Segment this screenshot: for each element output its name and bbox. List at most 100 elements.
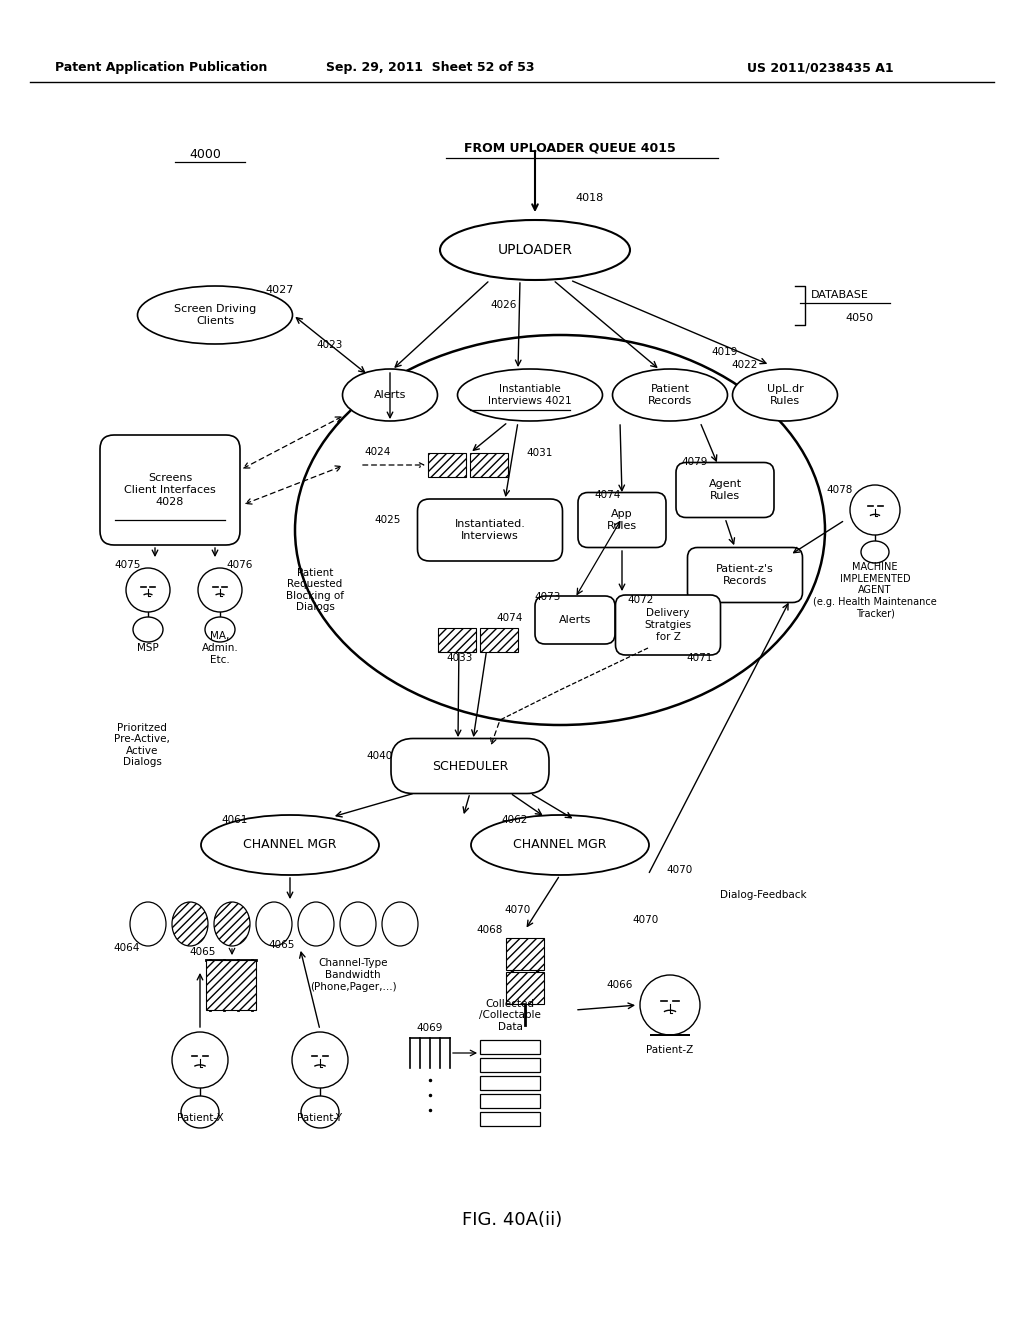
Text: 4033: 4033 [446,653,473,663]
Ellipse shape [298,902,334,946]
Text: 4076: 4076 [226,560,253,570]
Text: 4073: 4073 [535,591,561,602]
Ellipse shape [256,902,292,946]
Text: 4068: 4068 [477,925,503,935]
Text: 4075: 4075 [115,560,141,570]
FancyBboxPatch shape [480,628,518,652]
Text: MA,
Admin.
Etc.: MA, Admin. Etc. [202,631,239,664]
FancyBboxPatch shape [615,595,721,655]
Text: 4064: 4064 [114,942,140,953]
Text: MACHINE
IMPLEMENTED
AGENT
(e.g. Health Maintenance
Tracker): MACHINE IMPLEMENTED AGENT (e.g. Health M… [813,562,937,618]
Text: 4072: 4072 [628,595,654,605]
FancyBboxPatch shape [687,548,803,602]
Ellipse shape [214,902,250,946]
Text: UPLOADER: UPLOADER [498,243,572,257]
FancyBboxPatch shape [480,1059,540,1072]
Text: Collected
/Collectable
Data: Collected /Collectable Data [479,999,541,1032]
Ellipse shape [205,616,234,642]
Text: Alerts: Alerts [374,389,407,400]
Text: 4070: 4070 [633,915,659,925]
Text: 4071: 4071 [687,653,713,663]
Text: 4025: 4025 [375,515,401,525]
Text: 4031: 4031 [526,447,553,458]
Text: 4027: 4027 [266,285,294,294]
Text: Patient-z's
Records: Patient-z's Records [716,564,774,586]
Ellipse shape [340,902,376,946]
Text: Patient-Z: Patient-Z [646,1045,693,1055]
Text: Patient
Records: Patient Records [648,384,692,405]
Text: US 2011/0238435 A1: US 2011/0238435 A1 [746,62,893,74]
FancyBboxPatch shape [480,1040,540,1053]
Text: DATABASE: DATABASE [811,290,869,300]
Text: 4061: 4061 [222,814,248,825]
Circle shape [640,975,700,1035]
Ellipse shape [295,335,825,725]
Text: 4000: 4000 [189,149,221,161]
FancyBboxPatch shape [480,1076,540,1090]
FancyBboxPatch shape [480,1094,540,1107]
Text: 4023: 4023 [316,341,343,350]
Text: Alerts: Alerts [559,615,591,624]
Text: Instantiated.
Interviews: Instantiated. Interviews [455,519,525,541]
Text: Delivery
Stratgies
for Z: Delivery Stratgies for Z [644,609,691,642]
Ellipse shape [172,902,208,946]
Text: 4019: 4019 [712,347,738,356]
FancyBboxPatch shape [506,939,544,970]
Text: Prioritzed
Pre-Active,
Active
Dialogs: Prioritzed Pre-Active, Active Dialogs [114,722,170,767]
Text: MSP: MSP [137,643,159,653]
Text: Channel-Type
Bandwidth
(Phone,Pager,...): Channel-Type Bandwidth (Phone,Pager,...) [310,958,396,991]
FancyBboxPatch shape [428,453,466,477]
FancyBboxPatch shape [206,960,256,1010]
Text: CHANNEL MGR: CHANNEL MGR [513,838,607,851]
FancyBboxPatch shape [676,462,774,517]
Text: Sep. 29, 2011  Sheet 52 of 53: Sep. 29, 2011 Sheet 52 of 53 [326,62,535,74]
Text: CHANNEL MGR: CHANNEL MGR [244,838,337,851]
Text: 4018: 4018 [575,193,604,203]
FancyBboxPatch shape [418,499,562,561]
FancyBboxPatch shape [391,738,549,793]
Text: 4065: 4065 [269,940,295,950]
Text: Screens
Client Interfaces
4028: Screens Client Interfaces 4028 [124,474,216,507]
Ellipse shape [471,814,649,875]
Text: 4022: 4022 [732,360,758,370]
Text: 4026: 4026 [490,300,517,310]
Circle shape [292,1032,348,1088]
FancyBboxPatch shape [578,492,666,548]
Text: Patient-Y: Patient-Y [297,1113,343,1123]
Circle shape [850,484,900,535]
Text: 4070: 4070 [505,906,531,915]
Ellipse shape [133,616,163,642]
Ellipse shape [732,370,838,421]
Text: 4074: 4074 [497,612,523,623]
Text: Instantiable
Interviews 4021: Instantiable Interviews 4021 [488,384,571,405]
Text: Patient
Requested
Blocking of
Dialogs: Patient Requested Blocking of Dialogs [286,568,344,612]
Text: Screen Driving
Clients: Screen Driving Clients [174,304,256,326]
Text: 4066: 4066 [607,979,633,990]
Text: App
Rules: App Rules [607,510,637,531]
Circle shape [172,1032,228,1088]
Text: 4065: 4065 [189,946,216,957]
FancyBboxPatch shape [506,972,544,1005]
Text: 4069: 4069 [417,1023,443,1034]
Circle shape [126,568,170,612]
FancyBboxPatch shape [470,453,508,477]
Ellipse shape [301,1096,339,1129]
Ellipse shape [861,541,889,564]
Ellipse shape [130,902,166,946]
Text: 4079: 4079 [682,457,709,467]
Text: Agent
Rules: Agent Rules [709,479,741,500]
Text: FROM UPLOADER QUEUE 4015: FROM UPLOADER QUEUE 4015 [464,141,676,154]
Ellipse shape [382,902,418,946]
Text: 4050: 4050 [846,313,874,323]
Ellipse shape [458,370,602,421]
Text: UpL.dr
Rules: UpL.dr Rules [767,384,804,405]
Ellipse shape [201,814,379,875]
Text: Dialog-Feedback: Dialog-Feedback [720,890,807,900]
Ellipse shape [440,220,630,280]
Text: 4062: 4062 [502,814,528,825]
Text: FIG. 40A(ii): FIG. 40A(ii) [462,1210,562,1229]
Text: 4078: 4078 [826,484,853,495]
Text: SCHEDULER: SCHEDULER [432,759,508,772]
FancyBboxPatch shape [535,597,615,644]
Ellipse shape [137,286,293,345]
